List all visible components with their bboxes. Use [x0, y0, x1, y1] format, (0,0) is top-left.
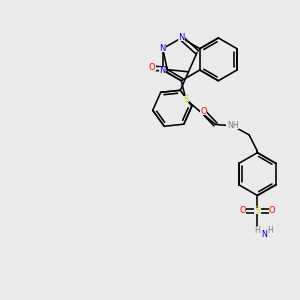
Text: O: O — [239, 206, 246, 215]
FancyBboxPatch shape — [267, 227, 274, 233]
FancyBboxPatch shape — [254, 208, 261, 214]
FancyBboxPatch shape — [226, 123, 239, 129]
Text: O: O — [200, 107, 207, 116]
FancyBboxPatch shape — [178, 35, 185, 41]
Text: N: N — [261, 230, 267, 238]
Text: N: N — [178, 33, 184, 42]
Text: S: S — [183, 95, 188, 104]
FancyBboxPatch shape — [148, 65, 156, 71]
FancyBboxPatch shape — [159, 45, 166, 52]
Text: H: H — [254, 226, 260, 235]
Text: N: N — [160, 65, 166, 74]
Text: N: N — [160, 44, 166, 53]
FancyBboxPatch shape — [200, 109, 207, 115]
FancyBboxPatch shape — [182, 96, 190, 102]
FancyBboxPatch shape — [159, 67, 166, 73]
Text: NH: NH — [227, 122, 239, 130]
FancyBboxPatch shape — [239, 208, 246, 214]
FancyBboxPatch shape — [260, 231, 268, 237]
Text: O: O — [148, 64, 155, 73]
FancyBboxPatch shape — [254, 227, 261, 233]
Text: H: H — [268, 226, 273, 235]
FancyBboxPatch shape — [268, 208, 276, 214]
Text: S: S — [255, 206, 260, 215]
Text: O: O — [269, 206, 276, 215]
